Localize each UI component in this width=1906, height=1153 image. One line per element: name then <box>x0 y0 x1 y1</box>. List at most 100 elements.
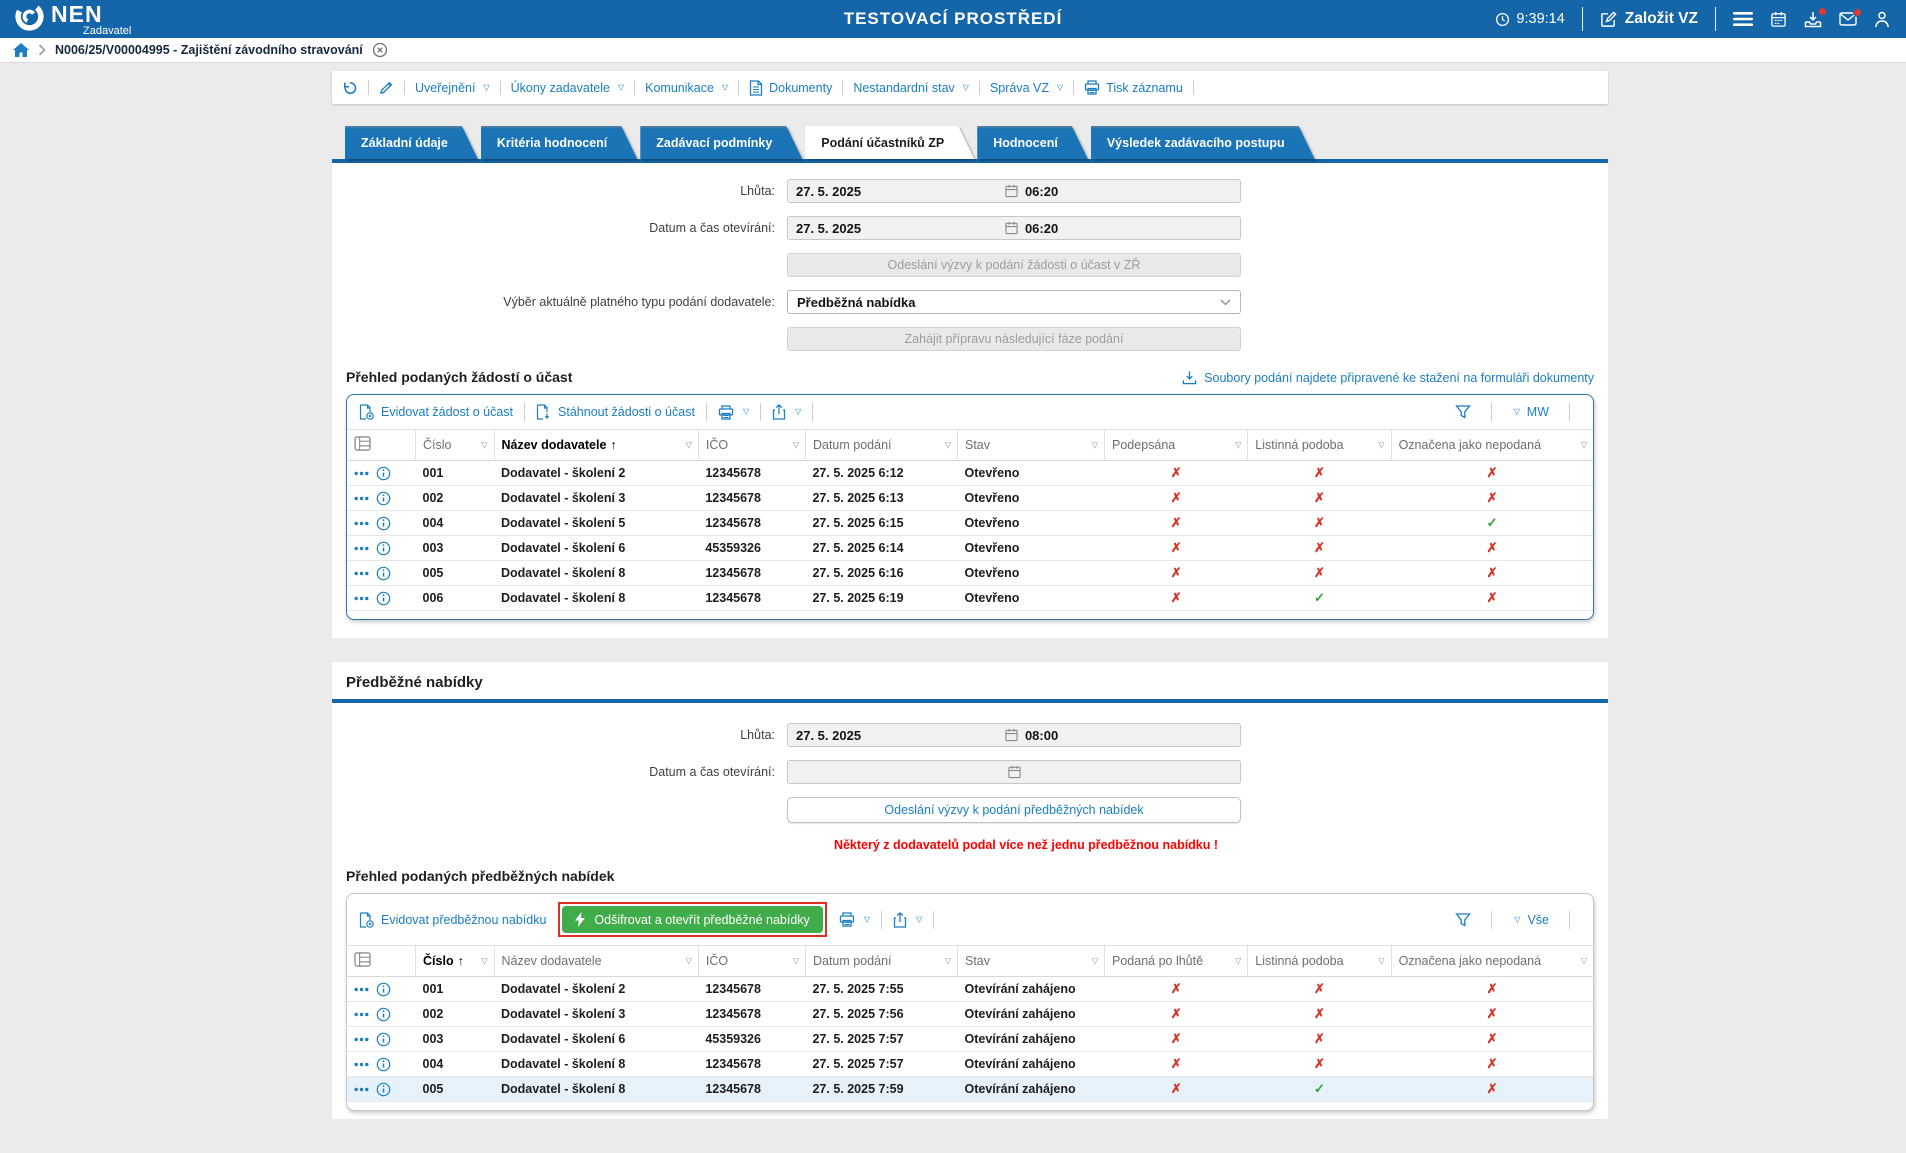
profile-button[interactable] <box>1874 11 1890 28</box>
row-menu-button[interactable] <box>354 1062 369 1067</box>
tab-1[interactable]: Kritéria hodnocení <box>481 126 637 159</box>
row-menu-button[interactable] <box>354 596 369 601</box>
submission-type-select[interactable]: Předběžná nabídka <box>787 290 1241 314</box>
export-grid-button[interactable]: ▽ <box>893 912 922 928</box>
tab-3[interactable]: Podání účastníků ZP <box>805 126 974 159</box>
offers-deadline-time-group[interactable]: 08:00 <box>1005 728 1058 743</box>
deadline-input[interactable]: 27. 5. 2025 06:20 <box>787 179 1241 203</box>
toolbar-item-nonstandard-state[interactable]: Nestandardní stav▽ <box>853 81 969 95</box>
offers-deadline-input[interactable]: 27. 5. 2025 08:00 <box>787 723 1241 747</box>
print-grid-button[interactable]: ▽ <box>718 405 749 420</box>
table-row[interactable]: 004Dodavatel - školení 81234567827. 5. 2… <box>347 1052 1593 1077</box>
table-row[interactable]: 005Dodavatel - školení 81234567827. 5. 2… <box>347 1077 1593 1102</box>
column-header[interactable]: Listinná podoba▽ <box>1248 946 1391 977</box>
toolbar-item-publication[interactable]: Uveřejnění▽ <box>415 81 490 95</box>
print-grid-button[interactable]: ▽ <box>839 912 870 927</box>
filter-caret-icon[interactable]: ▽ <box>945 441 951 450</box>
table-row[interactable]: 006Dodavatel - školení 81234567827. 5. 2… <box>347 586 1593 611</box>
table-row[interactable]: 003Dodavatel - školení 64535932627. 5. 2… <box>347 1027 1593 1052</box>
filter-caret-icon[interactable]: ▽ <box>686 957 692 966</box>
column-header[interactable]: Označena jako nepodaná▽ <box>1391 430 1593 461</box>
breadcrumb-title[interactable]: N006/25/V00004995 - Zajištění závodního … <box>55 43 363 57</box>
deadline-time[interactable]: 06:20 <box>1025 184 1058 199</box>
filter-caret-icon[interactable]: ▽ <box>1235 441 1241 450</box>
table-row[interactable]: 004Dodavatel - školení 51234567827. 5. 2… <box>347 511 1593 536</box>
filter-caret-icon[interactable]: ▽ <box>686 441 692 450</box>
column-header[interactable]: IČO▽ <box>698 430 805 461</box>
row-menu-button[interactable] <box>354 571 369 576</box>
row-info-button[interactable] <box>376 591 391 606</box>
tab-4[interactable]: Hodnocení <box>977 126 1088 159</box>
column-header[interactable]: Stav▽ <box>957 430 1104 461</box>
files-download-link[interactable]: Soubory podání najdete připravené ke sta… <box>1182 370 1594 385</box>
toolbar-item-contract-administration[interactable]: Správa VZ▽ <box>990 81 1063 95</box>
toolbar-item-print-record[interactable]: Tisk záznamu <box>1084 80 1183 95</box>
filter-caret-icon[interactable]: ▽ <box>1378 441 1384 450</box>
tab-2[interactable]: Zadávací podmínky <box>640 126 802 159</box>
row-menu-button[interactable] <box>354 521 369 526</box>
filter-button[interactable] <box>1455 404 1471 420</box>
register-participation-request-link[interactable]: Evidovat žádost o účast <box>359 404 513 420</box>
column-settings-button[interactable] <box>347 946 416 977</box>
deadline-time-group[interactable]: 06:20 <box>1005 184 1058 199</box>
toolbar-item-history[interactable] <box>342 80 358 96</box>
opening-time-group[interactable]: 06:20 <box>1005 221 1058 236</box>
opening-date[interactable]: 27. 5. 2025 <box>788 221 861 236</box>
offers-deadline-date[interactable]: 27. 5. 2025 <box>788 728 861 743</box>
messages-button[interactable] <box>1839 12 1857 26</box>
table-row[interactable]: 002Dodavatel - školení 31234567827. 5. 2… <box>347 1002 1593 1027</box>
nen-logo[interactable]: NEN Zadavatel <box>14 1 264 37</box>
calendar-button[interactable] <box>1770 11 1787 28</box>
filter-caret-icon[interactable]: ▽ <box>1092 957 1098 966</box>
offers-opening-input[interactable] <box>787 760 1241 784</box>
row-info-button[interactable] <box>376 1032 391 1047</box>
table-row[interactable]: 003Dodavatel - školení 64535932627. 5. 2… <box>347 536 1593 561</box>
view-selector[interactable]: ▽Vše <box>1512 913 1549 927</box>
column-header[interactable]: IČO▽ <box>698 946 805 977</box>
row-menu-button[interactable] <box>354 471 369 476</box>
download-participation-requests-link[interactable]: Stáhnout žádosti o účast <box>536 404 695 420</box>
register-preliminary-offer-link[interactable]: Evidovat předběžnou nabídku <box>359 912 546 928</box>
column-settings-button[interactable] <box>347 430 416 461</box>
table-row[interactable]: 002Dodavatel - školení 31234567827. 5. 2… <box>347 486 1593 511</box>
row-menu-button[interactable] <box>354 987 369 992</box>
column-header[interactable]: Označena jako nepodaná▽ <box>1391 946 1593 977</box>
row-menu-button[interactable] <box>354 1037 369 1042</box>
row-info-button[interactable] <box>376 1057 391 1072</box>
column-header[interactable]: Datum podání▽ <box>805 946 957 977</box>
column-header[interactable]: Listinná podoba▽ <box>1248 430 1391 461</box>
toolbar-item-documents[interactable]: Dokumenty <box>749 80 832 96</box>
row-info-button[interactable] <box>376 566 391 581</box>
opening-input[interactable]: 27. 5. 2025 06:20 <box>787 216 1241 240</box>
filter-caret-icon[interactable]: ▽ <box>1378 957 1384 966</box>
row-menu-button[interactable] <box>354 1087 369 1092</box>
row-info-button[interactable] <box>376 491 391 506</box>
row-info-button[interactable] <box>376 541 391 556</box>
table-row[interactable]: 005Dodavatel - školení 81234567827. 5. 2… <box>347 561 1593 586</box>
offers-deadline-time[interactable]: 08:00 <box>1025 728 1058 743</box>
column-header[interactable]: Podaná po lhůtě▽ <box>1105 946 1248 977</box>
row-info-button[interactable] <box>376 516 391 531</box>
filter-caret-icon[interactable]: ▽ <box>1581 441 1587 450</box>
column-header[interactable]: Název dodavatele↑▽ <box>494 430 698 461</box>
opening-time[interactable]: 06:20 <box>1025 221 1058 236</box>
filter-caret-icon[interactable]: ▽ <box>945 957 951 966</box>
column-header[interactable]: Číslo▽ <box>416 430 494 461</box>
deadline-date[interactable]: 27. 5. 2025 <box>788 184 861 199</box>
close-record-button[interactable] <box>372 42 388 58</box>
create-vz-button[interactable]: Založit VZ <box>1600 10 1698 28</box>
tab-5[interactable]: Výsledek zadávacího postupu <box>1091 126 1315 159</box>
row-menu-button[interactable] <box>354 546 369 551</box>
row-info-button[interactable] <box>376 982 391 997</box>
send-participation-request-button[interactable]: Odeslání výzvy k podání žádosti o účast … <box>787 253 1241 277</box>
tab-0[interactable]: Základní údaje <box>345 126 478 159</box>
home-button[interactable] <box>13 43 29 58</box>
filter-caret-icon[interactable]: ▽ <box>481 957 487 966</box>
column-header[interactable]: Datum podání▽ <box>805 430 957 461</box>
row-info-button[interactable] <box>376 466 391 481</box>
column-header[interactable]: Číslo↑▽ <box>416 946 494 977</box>
table-row[interactable]: 001Dodavatel - školení 21234567827. 5. 2… <box>347 977 1593 1002</box>
row-menu-button[interactable] <box>354 1012 369 1017</box>
column-header[interactable]: Název dodavatele▽ <box>494 946 698 977</box>
filter-caret-icon[interactable]: ▽ <box>793 957 799 966</box>
